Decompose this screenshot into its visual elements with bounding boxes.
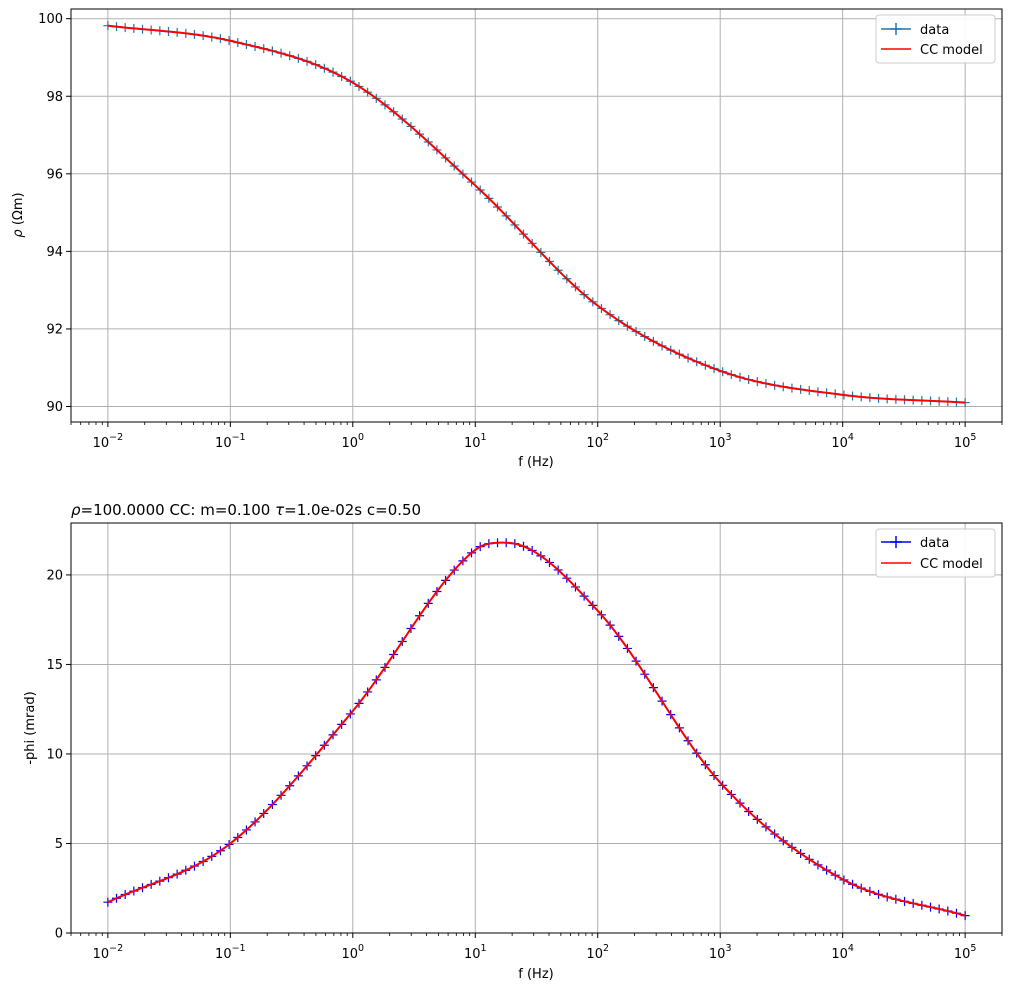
- rho-panel: 10−2 10−1 100 101 102 103 104 105 9092949698100…: [11, 8, 1003, 470]
- rho-x-tick-label-base: 10: [342, 436, 359, 451]
- phase-series-cc-model-line: [107, 541, 966, 917]
- phase-x-tick-label-exponent: 3: [725, 943, 731, 954]
- rho-x-tick-label-base: 10: [831, 436, 848, 451]
- rho-x-tick-label-base: 10: [464, 436, 481, 451]
- rho-legend: data CC model: [875, 14, 996, 64]
- title-mid: =100.0000 CC: m=0.100: [81, 501, 276, 519]
- phase-legend-data-marker: [890, 536, 902, 548]
- rho-xtick-labels: 10−2 10−1 100 101 102 103 104 105: [93, 432, 977, 451]
- phase-x-tick-label-exponent: 2: [603, 943, 609, 954]
- phase-x-tick-label-base: 10: [831, 947, 848, 962]
- rho-series: [103, 21, 970, 408]
- rho-x-tick-label-exponent: 2: [603, 432, 609, 443]
- phase-x-tick-label: 103: [709, 943, 732, 962]
- phase-y-axis-label: -phi (mrad): [23, 691, 38, 764]
- phase-ytick-labels: 0 5 10 15 20: [46, 568, 63, 941]
- phase-x-tick-label-base: 10: [342, 947, 359, 962]
- rho-x-tick-label: 103: [709, 432, 732, 451]
- phase-x-tick-label-base: 10: [215, 947, 232, 962]
- rho-x-tick-label: 10−2: [93, 432, 124, 451]
- rho-legend-model-label: CC model: [920, 43, 983, 58]
- rho-legend-data-label: data: [920, 23, 949, 38]
- rho-y-axis-label: ρ (Ωm): [11, 192, 26, 237]
- phase-x-tick-label-base: 10: [464, 947, 481, 962]
- rho-y-tick-label: 90: [46, 400, 63, 415]
- rho-x-tick-label-base: 10: [93, 436, 110, 451]
- rho-x-tick-label: 10−1: [215, 432, 246, 451]
- phase-y-tick-label: 5: [55, 837, 63, 852]
- rho-legend-box: [875, 14, 996, 64]
- phase-legend-data-label: data: [920, 536, 949, 551]
- rho-x-tick-label: 100: [342, 432, 365, 451]
- phase-x-tick-label: 100: [342, 943, 365, 962]
- rho-x-tick-label-base: 10: [954, 436, 971, 451]
- title-rho-symbol: ρ: [71, 501, 81, 519]
- phase-x-tick-label: 10−2: [93, 943, 124, 962]
- phase-x-tick-label: 104: [831, 943, 854, 962]
- rho-axes-background: [71, 9, 1002, 422]
- rho-x-tick-label-exponent: 1: [481, 432, 487, 443]
- rho-ytick-labels: 90 92 94 96 98 100: [38, 12, 63, 415]
- rho-x-tick-label-exponent: 4: [848, 432, 854, 443]
- title-suffix: =1.0e-02s c=0.50: [284, 501, 421, 519]
- rho-major-ticks: [66, 18, 966, 427]
- phase-x-tick-label-exponent: 4: [848, 943, 854, 954]
- phase-major-ticks: [66, 574, 966, 938]
- phase-x-tick-label-base: 10: [954, 947, 971, 962]
- phase-x-tick-label-exponent: −1: [232, 943, 246, 954]
- rho-y-axis-unit: (Ωm): [11, 192, 26, 229]
- phase-legend-model-label: CC model: [920, 557, 983, 572]
- phase-title: ρ=100.0000 CC: m=0.100 τ=1.0e-02s c=0.50: [71, 501, 421, 519]
- rho-x-tick-label: 102: [586, 432, 609, 451]
- rho-y-tick-label: 100: [38, 12, 63, 27]
- phase-x-tick-label: 10−1: [215, 943, 246, 962]
- rho-x-tick-label-exponent: −1: [232, 432, 246, 443]
- rho-y-tick-label: 92: [46, 322, 63, 337]
- rho-axes-frame: [70, 8, 1003, 423]
- phase-axes-background: [71, 523, 1002, 933]
- rho-x-axis-label: f (Hz): [518, 455, 553, 470]
- rho-series-cc-model-line: [107, 24, 966, 404]
- rho-x-tick-label-base: 10: [215, 436, 232, 451]
- rho-legend-data-marker: [890, 23, 902, 35]
- rho-x-tick-label: 101: [464, 432, 487, 451]
- phase-x-tick-label-exponent: 5: [970, 943, 976, 954]
- phase-x-tick-label-exponent: 1: [481, 943, 487, 954]
- rho-x-tick-label-exponent: −2: [109, 432, 123, 443]
- rho-x-tick-label-base: 10: [709, 436, 726, 451]
- rho-x-tick-label-exponent: 3: [725, 432, 731, 443]
- phase-x-axis-label: f (Hz): [518, 967, 553, 982]
- phase-y-tick-label: 0: [55, 927, 63, 942]
- rho-x-tick-label: 105: [954, 432, 977, 451]
- phase-x-tick-label: 105: [954, 943, 977, 962]
- rho-y-tick-label: 98: [46, 90, 63, 105]
- phase-y-tick-label: 15: [46, 658, 63, 673]
- phase-grid: [71, 523, 1002, 934]
- rho-x-tick-label-exponent: 0: [358, 432, 364, 443]
- phase-legend-box: [875, 528, 996, 578]
- phase-legend: data CC model: [875, 528, 996, 578]
- rho-y-tick-label: 96: [46, 167, 63, 182]
- phase-xtick-labels: 10−2 10−1 100 101 102 103 104 105: [93, 943, 977, 962]
- phase-y-tick-label: 20: [46, 568, 63, 583]
- phase-y-tick-label: 10: [46, 747, 63, 762]
- rho-x-tick-label-exponent: 5: [970, 432, 976, 443]
- rho-y-tick-label: 94: [46, 245, 63, 260]
- rho-grid: [71, 9, 1002, 422]
- phase-axes-frame: [70, 522, 1003, 934]
- phase-x-tick-label-exponent: 0: [358, 943, 364, 954]
- rho-x-tick-label-base: 10: [586, 436, 603, 451]
- phase-x-tick-label-base: 10: [586, 947, 603, 962]
- phase-x-tick-label-base: 10: [93, 947, 110, 962]
- phase-x-tick-label: 101: [464, 943, 487, 962]
- phase-x-tick-label-exponent: −2: [109, 943, 123, 954]
- rho-y-axis-symbol: ρ: [11, 229, 26, 238]
- phase-x-tick-label: 102: [586, 943, 609, 962]
- title-tau-symbol: τ: [275, 501, 285, 519]
- phase-series: [103, 538, 970, 921]
- phase-x-tick-label-base: 10: [709, 947, 726, 962]
- rho-x-tick-label: 104: [831, 432, 854, 451]
